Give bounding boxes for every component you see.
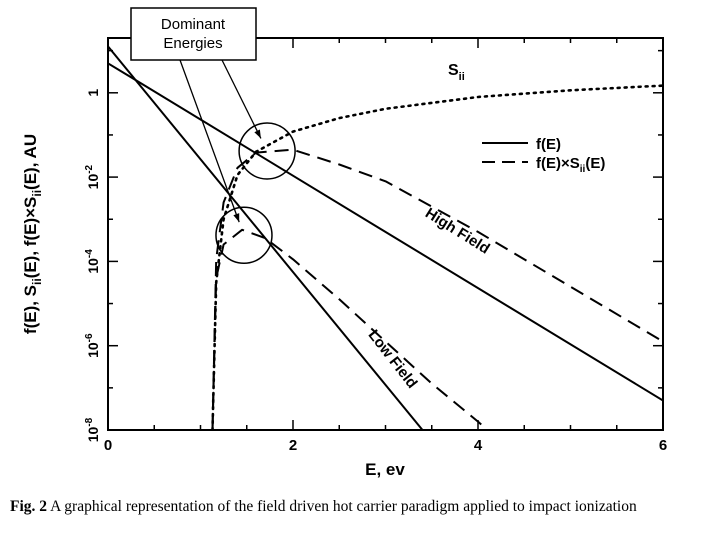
series-f-e-low-field	[108, 45, 424, 430]
legend-label-fesii-sub: ii	[580, 164, 586, 175]
callout-line-2: Energies	[163, 35, 222, 52]
legend-label-fe: f(E)	[536, 136, 561, 153]
axis-ticks	[107, 38, 664, 431]
y-tick-label: 10-2	[84, 164, 101, 189]
legend-label-fesii-main: f(E)×S	[536, 155, 580, 172]
y-axis-label-sub: ii	[30, 278, 44, 285]
callout-box	[130, 7, 257, 61]
sii-curve-label: Sii	[448, 62, 465, 83]
callout-line-1: Dominant	[161, 16, 226, 33]
x-axis-label: E, ev	[365, 460, 405, 479]
series-f-e-high-field	[108, 62, 663, 402]
x-tick-label: 6	[659, 437, 667, 454]
x-tick-label: 2	[289, 437, 297, 454]
sii-label-main: S	[448, 62, 459, 79]
series-layer	[108, 45, 663, 430]
series-f-e-sii-e-high-field	[211, 148, 663, 430]
y-tick-label: 1	[85, 89, 101, 97]
caption-figure-number: Fig. 2	[10, 498, 48, 515]
sii-label-sub: ii	[459, 71, 465, 83]
arrowhead	[233, 213, 240, 223]
legend-label-fesii: f(E)×Sii(E)	[536, 155, 605, 175]
plot-frame	[107, 37, 664, 431]
low-field-label: Low Field	[365, 327, 421, 392]
callout-arrow	[221, 59, 262, 139]
y-axis-label: f(E), Sii(E), f(E)×Sii(E), AU	[21, 134, 44, 334]
caption-text: A graphical representation of the field …	[50, 498, 637, 515]
legend: f(E) f(E)×Sii(E)	[482, 136, 605, 175]
x-tick-label: 4	[474, 437, 483, 454]
dominant-energies-callout: Dominant Energies	[130, 7, 296, 265]
dominant-energy-circle	[215, 206, 273, 265]
series-sii	[211, 84, 663, 430]
y-tick-label: 10-6	[84, 333, 101, 358]
x-tick-label: 0	[104, 437, 112, 454]
high-field-label: High Field	[422, 205, 492, 258]
figure-caption: Fig. 2 A graphical representation of the…	[10, 497, 710, 517]
callout-arrow	[179, 59, 240, 223]
x-tick-labels: 0 2 4 6	[104, 437, 667, 454]
y-tick-label: 10-8	[84, 417, 101, 442]
y-axis-label-sub: ii	[30, 190, 44, 197]
legend-label-fesii-suffix: (E)	[585, 155, 605, 172]
y-tick-label: 10-4	[84, 249, 101, 274]
dominant-energy-circle	[238, 122, 296, 180]
y-axis-label-part: (E), f(E)×S	[21, 197, 40, 279]
arrowhead	[254, 129, 261, 139]
y-axis-label-part: (E), AU	[21, 134, 40, 190]
y-axis-label-part: f(E), S	[21, 285, 40, 334]
y-tick-labels: 1 10-2 10-4 10-6 10-8	[84, 89, 101, 443]
series-f-e-sii-e-low-field	[211, 228, 488, 430]
